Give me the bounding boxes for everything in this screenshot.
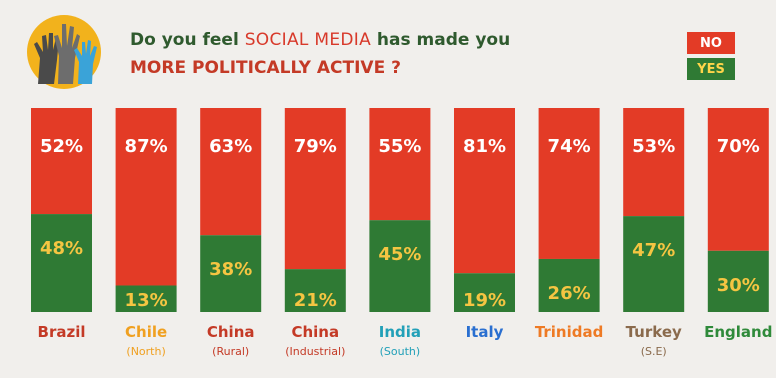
value-label-no: 52% (40, 136, 83, 157)
category-label: Italy (466, 323, 504, 341)
value-label-yes: 47% (632, 240, 675, 261)
legend-no: NO (687, 32, 735, 54)
bar-yes (538, 258, 600, 312)
category-sublabel: (S.E) (641, 345, 667, 358)
category-label: Trinidad (535, 323, 604, 341)
raised-hands-icon (27, 15, 101, 89)
bar-no (538, 108, 600, 259)
category-sublabel: (North) (126, 345, 165, 358)
bar-yes (115, 285, 177, 312)
value-label-yes: 21% (294, 290, 337, 311)
value-label-yes: 19% (463, 290, 506, 311)
question-line-1: Do you feel SOCIAL MEDIA has made you (130, 30, 510, 50)
bar-no (369, 108, 431, 221)
value-label-yes: 13% (125, 290, 168, 311)
question-part-2: has made you (371, 30, 511, 50)
category-label: England (704, 323, 772, 341)
value-label-yes: 48% (40, 238, 83, 259)
value-label-yes: 26% (548, 283, 591, 304)
bar-yes (623, 216, 685, 312)
bar-no (707, 108, 769, 251)
value-label-no: 79% (294, 136, 337, 157)
value-label-yes: 30% (717, 275, 760, 296)
bar-no (623, 108, 685, 217)
value-label-no: 70% (717, 136, 760, 157)
value-label-no: 81% (463, 136, 506, 157)
category-label: Turkey (626, 323, 682, 341)
bar-yes (369, 220, 431, 312)
category-sublabel: (Industrial) (285, 345, 345, 358)
question-highlight: SOCIAL MEDIA (244, 30, 372, 50)
question-line-2: MORE POLITICALLY ACTIVE ? (130, 58, 401, 78)
value-label-no: 63% (209, 136, 252, 157)
bar-no (31, 108, 92, 215)
bar-yes (707, 250, 769, 312)
bar-no (200, 108, 262, 236)
value-label-no: 53% (632, 136, 675, 157)
category-label: Chile (125, 323, 167, 341)
category-label: China (207, 323, 255, 341)
bar-yes (200, 235, 262, 312)
bar-yes (454, 273, 515, 312)
bar-no (284, 108, 346, 270)
value-label-no: 55% (378, 136, 421, 157)
category-label: India (379, 323, 421, 341)
category-sublabel: (South) (380, 345, 421, 358)
question-part-1: Do you feel (130, 30, 245, 50)
value-label-yes: 45% (378, 244, 421, 265)
bar-no (454, 108, 515, 274)
bar-yes (31, 214, 92, 312)
value-label-no: 74% (548, 136, 591, 157)
value-label-yes: 38% (209, 259, 252, 280)
category-label: China (291, 323, 339, 341)
category-label: Brazil (38, 323, 86, 341)
legend-yes: YES (687, 58, 735, 80)
bar-yes (284, 269, 346, 312)
bar-no (115, 108, 177, 286)
chart-header: Do you feel SOCIAL MEDIA has made you MO… (0, 0, 776, 100)
category-sublabel: (Rural) (212, 345, 249, 358)
value-label-no: 87% (125, 136, 168, 157)
